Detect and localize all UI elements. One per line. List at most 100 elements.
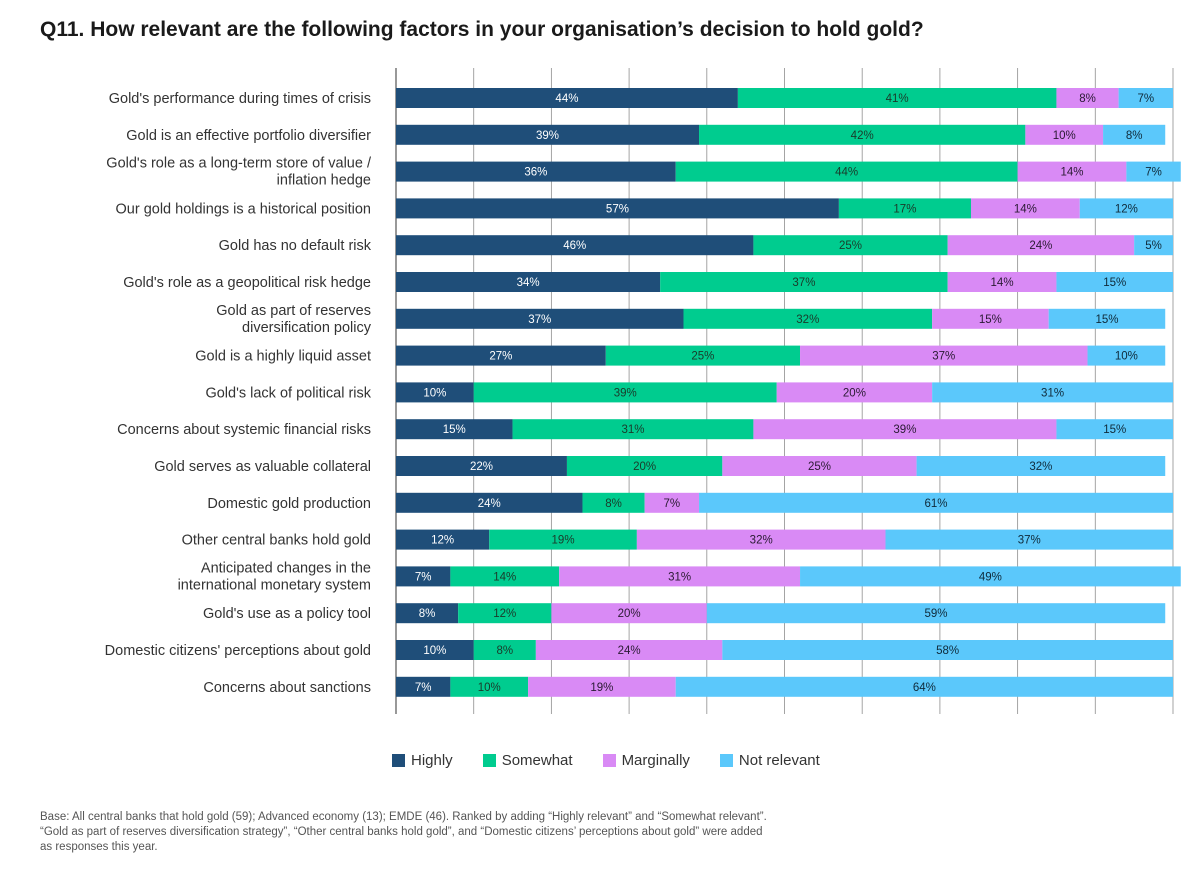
chart-title: Q11. How relevant are the following fact…: [40, 18, 924, 41]
bar-segment: [1118, 88, 1173, 108]
bar-value-label: 24%: [478, 498, 501, 510]
bar-value-label: 12%: [493, 608, 516, 620]
bar-value-label: 42%: [851, 130, 874, 142]
bar-segment: [605, 345, 801, 366]
category-label: Gold's role as a long-term store of valu…: [106, 156, 372, 189]
bar-value-label: 31%: [668, 571, 691, 583]
bar-value-label: 59%: [924, 608, 947, 620]
legend-swatch: [719, 754, 733, 767]
bar-value-label: 32%: [750, 535, 773, 547]
bar-segment: [1134, 235, 1173, 256]
bar-segment: [706, 603, 1166, 624]
legend-item: Not relevant: [719, 752, 820, 769]
category-label: Other central banks hold gold: [182, 533, 371, 549]
bar-segment: [947, 235, 1135, 256]
bar-segment: [473, 382, 777, 403]
bar-segment: [753, 419, 1057, 440]
bar-value-label: 7%: [664, 498, 681, 510]
bar-segment: [1056, 88, 1119, 108]
bar-value-label: 25%: [839, 240, 862, 252]
bar-segment: [396, 308, 684, 329]
bar-segment: [396, 235, 754, 256]
bar-value-label: 7%: [1145, 167, 1162, 179]
bar-segment: [932, 382, 1173, 403]
bar-value-label: 41%: [886, 93, 909, 105]
bar-segment: [559, 566, 801, 587]
bar-value-label: 17%: [893, 203, 916, 215]
bar-segment: [396, 640, 474, 660]
footnote-line-3: as responses this year.: [40, 841, 158, 853]
bar-value-label: 14%: [991, 277, 1014, 289]
bar-segment: [722, 640, 1173, 660]
bar-value-label: 31%: [1041, 387, 1064, 399]
bar-value-label: 37%: [932, 351, 955, 363]
bar-value-label: 32%: [796, 314, 819, 326]
bar-segment: [582, 492, 645, 513]
bar-segment: [450, 566, 560, 587]
bar-value-label: 39%: [614, 387, 637, 399]
chart-legend: Highly Somewhat Marginally Not relevant: [392, 752, 820, 769]
category-label: Concerns about systemic financial risks: [117, 422, 371, 438]
bar-value-label: 25%: [808, 461, 831, 473]
bar-value-label: 44%: [555, 93, 578, 105]
category-label: Domestic citizens' perceptions about gol…: [105, 643, 371, 659]
bar-value-label: 37%: [792, 277, 815, 289]
bar-value-label: 10%: [423, 645, 446, 657]
bar-value-label: 10%: [478, 682, 501, 694]
legend-swatch: [482, 754, 496, 767]
bar-segment: [396, 603, 459, 624]
bar-value-label: 39%: [893, 424, 916, 436]
bar-segment: [838, 198, 971, 219]
bar-segment: [1087, 345, 1166, 366]
bar-segment: [660, 272, 948, 292]
bar-segment: [737, 88, 1057, 108]
stacked-bar-chart: Gold's performance during times of crisi…: [105, 68, 1181, 714]
bar-value-label: 19%: [552, 535, 575, 547]
bar-segment: [1056, 272, 1173, 292]
bar-segment: [512, 419, 754, 440]
bar-segment: [535, 640, 723, 660]
bar-value-label: 14%: [1014, 203, 1037, 215]
bar-value-label: 37%: [528, 314, 551, 326]
bar-value-label: 10%: [1115, 351, 1138, 363]
bar-value-label: 25%: [691, 351, 714, 363]
category-label: Gold's performance during times of crisi…: [109, 91, 371, 107]
category-label: Domestic gold production: [207, 496, 371, 512]
bar-segment: [753, 235, 948, 256]
bar-value-label: 31%: [621, 424, 644, 436]
bar-value-label: 15%: [1103, 277, 1126, 289]
bar-value-label: 39%: [536, 130, 559, 142]
bar-segment: [916, 456, 1166, 476]
bar-value-label: 14%: [493, 571, 516, 583]
bar-segment: [885, 529, 1173, 550]
bar-segment: [800, 566, 1181, 587]
bar-segment: [458, 603, 552, 624]
bar-value-label: 34%: [517, 277, 540, 289]
bar-segment: [1025, 124, 1104, 145]
bar-segment: [396, 419, 513, 440]
bar-value-label: 20%: [618, 608, 641, 620]
bar-segment: [776, 382, 933, 403]
category-label: Concerns about sanctions: [203, 680, 371, 696]
bar-value-label: 10%: [1053, 130, 1076, 142]
footnote-line-2: “Gold as part of reserves diversificatio…: [40, 826, 763, 838]
bar-segment: [396, 456, 567, 476]
bar-segment: [551, 603, 707, 624]
category-label: Anticipated changes in the international …: [178, 560, 371, 593]
bar-value-label: 44%: [835, 167, 858, 179]
category-label: Gold serves as valuable collateral: [154, 459, 371, 475]
bar-value-label: 7%: [1137, 93, 1154, 105]
bar-segment: [675, 676, 1173, 697]
bar-value-label: 14%: [1060, 167, 1083, 179]
legend-label: Marginally: [621, 752, 690, 769]
bar-value-label: 8%: [605, 498, 622, 510]
bar-segment: [396, 382, 474, 403]
bar-value-label: 8%: [1126, 130, 1143, 142]
bar-segment: [947, 272, 1057, 292]
bar-segment: [396, 88, 738, 108]
bar-value-label: 8%: [419, 608, 436, 620]
bar-value-label: 57%: [606, 203, 629, 215]
footnote: Base: All central banks that hold gold (…: [40, 810, 1040, 855]
bar-segment: [1103, 124, 1166, 145]
category-label: Gold's lack of political risk: [205, 385, 371, 401]
